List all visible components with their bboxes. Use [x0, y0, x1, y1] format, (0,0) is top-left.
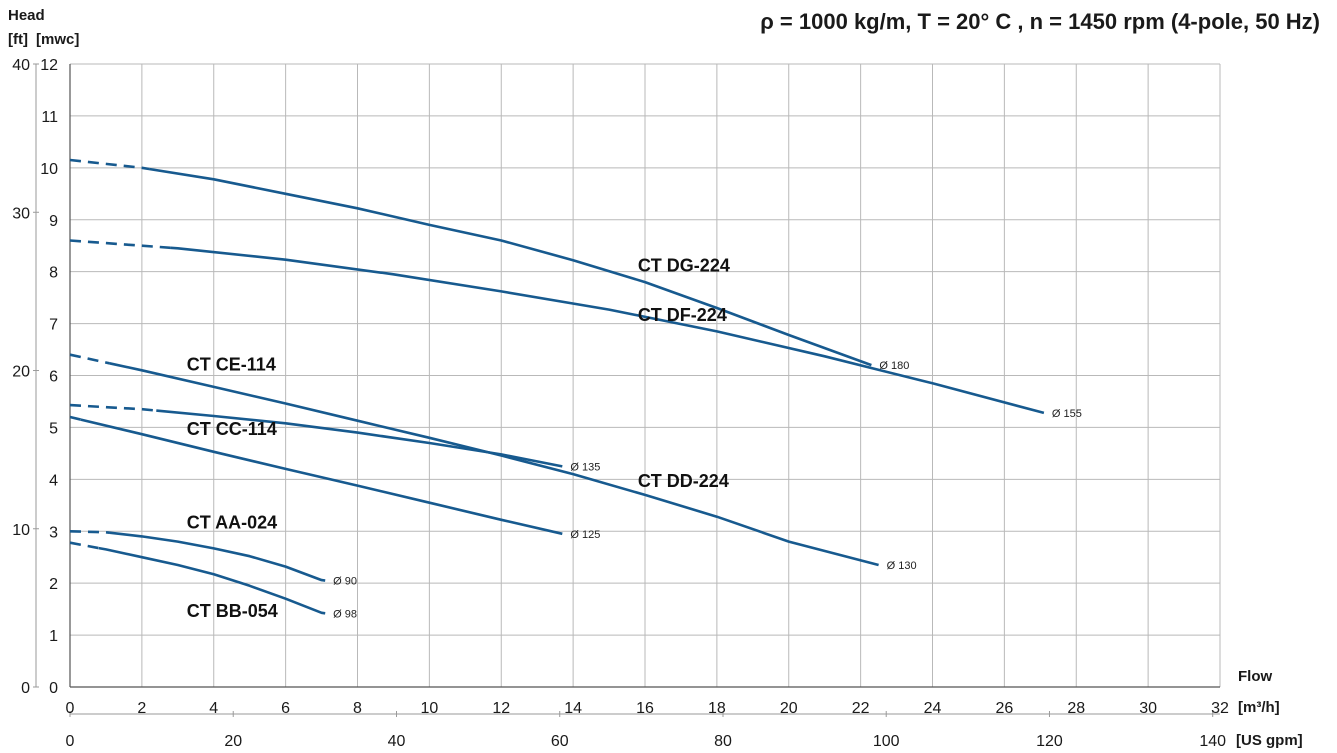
y-tick-label: 11: [41, 109, 58, 126]
y-tick-label: 10: [40, 161, 58, 178]
series-dashed-segment: [69, 403, 157, 412]
y-tick-label: 0: [49, 680, 58, 697]
series-end-label: Ø 130: [887, 560, 917, 572]
y-tick-label: 2: [49, 576, 58, 593]
gpm-tick-label: 100: [873, 733, 900, 750]
grid: [69, 63, 1221, 688]
series-end-label: Ø 180: [879, 360, 909, 372]
x-tick-label: 26: [995, 700, 1013, 717]
x-tick-label: 8: [353, 700, 362, 717]
gpm-tick-label: 120: [1036, 733, 1063, 750]
series-dashed-segment: [69, 415, 82, 421]
x-tick-label: 18: [708, 700, 726, 717]
series-line: [148, 167, 872, 367]
series-line: [156, 409, 563, 468]
series-name-label: CT DD-224: [638, 471, 729, 491]
x-tick-label: 24: [924, 700, 942, 717]
series-line: [170, 246, 1045, 415]
series-name-label: CT AA-024: [187, 513, 277, 533]
x-tick-label: 14: [564, 700, 582, 717]
x-tick-label: 12: [492, 700, 510, 717]
series-line: [80, 418, 563, 536]
x-tick-label: 20: [780, 700, 798, 717]
series-name-label: CT DF-224: [638, 305, 727, 325]
series-dashed-segment: [69, 541, 100, 550]
series-dashed-segment: [69, 158, 150, 171]
x-primary-unit: [m³/h]: [1238, 699, 1280, 716]
series-name-label: CT CC-114: [187, 419, 277, 439]
series-name-label: CT BB-054: [187, 601, 278, 621]
gpm-tick-label: 80: [714, 733, 732, 750]
series-end-label: Ø 135: [570, 461, 600, 473]
y-tick-label: 7: [49, 317, 58, 334]
ft-tick-label: 40: [12, 57, 30, 74]
series-dashed-segment: [69, 353, 110, 365]
x-axis-title: Flow: [1238, 668, 1272, 685]
x-tick-label: 10: [420, 700, 438, 717]
ft-tick-label: 20: [12, 364, 30, 381]
x-tick-label: 2: [137, 700, 146, 717]
gpm-tick-label: 0: [66, 733, 75, 750]
x-tick-label: 6: [281, 700, 290, 717]
series-end-label: Ø 90: [333, 576, 357, 588]
y-right-unit: [mwc]: [36, 31, 79, 48]
y-tick-label: 3: [49, 524, 58, 541]
gpm-tick-label: 140: [1199, 733, 1226, 750]
x-tick-label: 30: [1139, 700, 1157, 717]
ft-tick-label: 10: [12, 522, 30, 539]
y-tick-label: 8: [49, 265, 58, 282]
y-left-unit: [ft]: [8, 31, 28, 48]
x-tick-label: 28: [1067, 700, 1085, 717]
y-tick-label: 6: [49, 369, 58, 386]
gpm-tick-label: 20: [224, 733, 242, 750]
series-end-label: Ø 155: [1052, 408, 1082, 420]
y-tick-label: 1: [49, 628, 58, 645]
series-line: [109, 531, 326, 582]
x-tick-label: 22: [852, 700, 870, 717]
x-tick-label: 4: [209, 700, 218, 717]
chart-title: ρ = 1000 kg/m, T = 20° C , n = 1450 rpm …: [760, 9, 1320, 34]
series-name-label: CT DG-224: [638, 256, 730, 276]
series-line: [98, 546, 326, 615]
series-dashed-segment: [69, 530, 110, 534]
gpm-tick-label: 60: [551, 733, 569, 750]
series-line: [109, 362, 879, 567]
ft-tick-label: 30: [12, 205, 30, 222]
series-name-label: CT CE-114: [187, 354, 276, 374]
series-end-label: Ø 98: [333, 608, 357, 620]
y-tick-label: 5: [49, 420, 58, 437]
series-dashed-segment: [69, 239, 171, 250]
series: [69, 158, 1045, 615]
axes: [33, 63, 1220, 717]
y-tick-label: 12: [40, 57, 58, 74]
labels: 0 2 4 6 8 10 12 14 16 18 20 22 24 26 28 30 3201234567891…: [12, 57, 1229, 750]
series-end-label: Ø 125: [570, 529, 600, 541]
ft-tick-label: 0: [21, 680, 30, 697]
x-tick-label: 0: [66, 700, 75, 717]
y-axis-title: Head: [8, 7, 45, 24]
gpm-tick-label: 40: [388, 733, 406, 750]
y-tick-label: 4: [49, 472, 58, 489]
y-tick-label: 9: [49, 213, 58, 230]
x-tick-label: 16: [636, 700, 654, 717]
x-secondary-unit: [US gpm]: [1236, 732, 1303, 749]
x-tick-label: 32: [1211, 700, 1229, 717]
